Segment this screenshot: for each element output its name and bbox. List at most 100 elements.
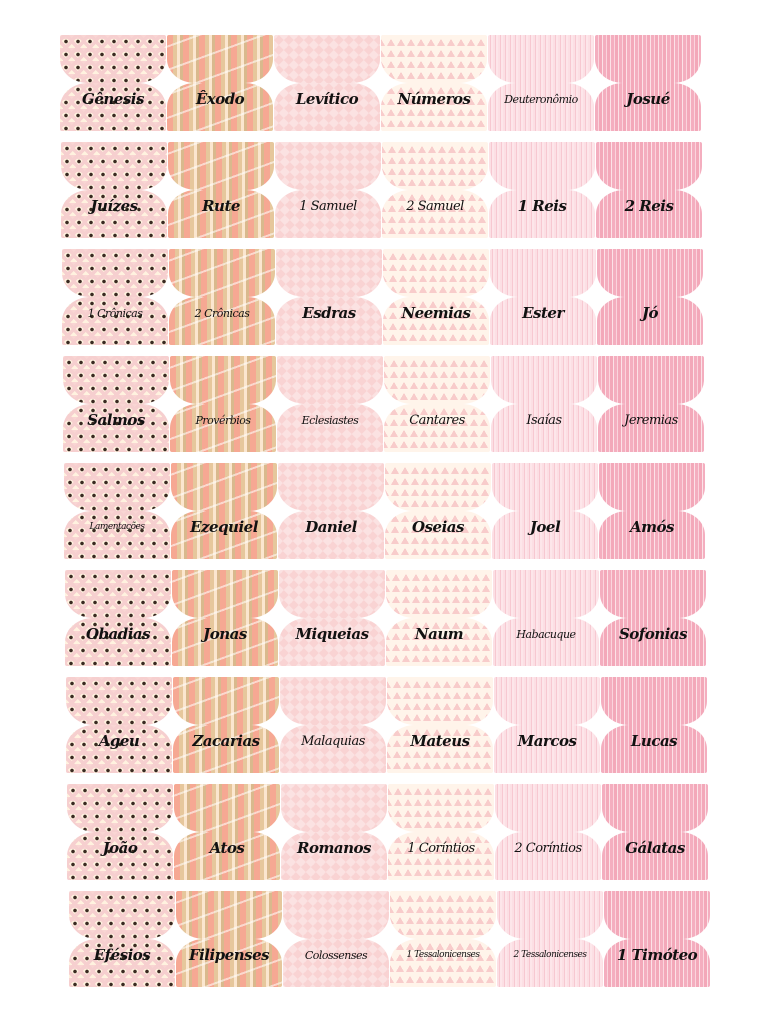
- book-tab: Esdras: [276, 249, 382, 345]
- tab-row: Obadias Jonas Miqueias Naum Habacuque So…: [65, 570, 706, 666]
- book-label: Esdras: [302, 304, 356, 322]
- book-label: 2 Reis: [624, 197, 674, 215]
- book-label: Naum: [414, 625, 464, 643]
- book-label: 2 Samuel: [406, 198, 464, 214]
- book-label: Filipenses: [188, 946, 270, 964]
- book-tab: Lucas: [601, 677, 707, 773]
- book-label: Atos: [209, 839, 245, 857]
- book-tab: Isaías: [491, 356, 597, 452]
- book-label: Provérbios: [195, 413, 251, 427]
- book-label: Josué: [626, 90, 670, 108]
- book-tab: 1 Coríntios: [388, 784, 494, 880]
- book-tab: 1 Crônicas: [62, 249, 168, 345]
- book-label: Miqueias: [295, 625, 369, 643]
- book-tab: Jonas: [172, 570, 278, 666]
- book-label: Joel: [529, 518, 561, 536]
- book-tab: Lamentações: [64, 463, 170, 559]
- book-label: Eclesiastes: [301, 413, 359, 427]
- book-tab: Levítico: [274, 35, 380, 131]
- book-tab: Êxodo: [167, 35, 273, 131]
- book-tab: Rute: [168, 142, 274, 238]
- book-label: 1 Reis: [517, 197, 567, 215]
- tab-row: Lamentações Ezequiel Daniel Oseias Joel …: [64, 463, 705, 559]
- book-tab: Ageu: [66, 677, 172, 773]
- book-tab: Oseias: [385, 463, 491, 559]
- book-label: Gálatas: [625, 839, 685, 857]
- book-tab: Salmos: [63, 356, 169, 452]
- book-tab: Miqueias: [279, 570, 385, 666]
- book-label: Oseias: [412, 518, 464, 536]
- book-tab: 1 Timóteo: [604, 891, 710, 987]
- book-label: Cantares: [409, 412, 465, 428]
- book-tab: Juízes: [61, 142, 167, 238]
- book-label: João: [102, 839, 138, 857]
- book-tab: Josué: [595, 35, 701, 131]
- book-label: Deuteronômio: [504, 92, 578, 106]
- book-tab: Amós: [599, 463, 705, 559]
- book-label: Romanos: [297, 839, 371, 857]
- book-tab: Joel: [492, 463, 598, 559]
- book-tab: Habacuque: [493, 570, 599, 666]
- book-label: Isaías: [526, 412, 562, 428]
- book-tab: 1 Samuel: [275, 142, 381, 238]
- book-label: Daniel: [305, 518, 357, 536]
- book-tab: Eclesiastes: [277, 356, 383, 452]
- book-label: Marcos: [517, 732, 577, 750]
- book-tab: 1 Tessalonicenses: [390, 891, 496, 987]
- book-tab: Romanos: [281, 784, 387, 880]
- book-tab: 2 Crônicas: [169, 249, 275, 345]
- book-label: Malaquias: [301, 733, 365, 749]
- book-tab: Zacarias: [173, 677, 279, 773]
- book-tab: Obadias: [65, 570, 171, 666]
- book-tab: Ester: [490, 249, 596, 345]
- book-label: Ageu: [98, 732, 140, 750]
- book-label: Juízes: [90, 197, 138, 215]
- tab-row: Efésios Filipenses Colossenses 1 Tessalo…: [69, 891, 710, 987]
- book-tab: Números: [381, 35, 487, 131]
- tab-row: Salmos Provérbios Eclesiastes Cantares I…: [63, 356, 704, 452]
- book-tab: João: [67, 784, 173, 880]
- book-tab: Filipenses: [176, 891, 282, 987]
- book-label: Colossenses: [304, 948, 368, 962]
- book-label: Obadias: [85, 625, 151, 643]
- book-tab: Neemias: [383, 249, 489, 345]
- book-label: Rute: [202, 197, 240, 215]
- book-tab: Gálatas: [602, 784, 708, 880]
- book-label: Lamentações: [89, 522, 145, 532]
- book-tab: Naum: [386, 570, 492, 666]
- book-tab: Provérbios: [170, 356, 276, 452]
- book-label: 1 Samuel: [299, 198, 357, 214]
- book-label: 2 Crônicas: [194, 306, 250, 320]
- book-label: Jó: [641, 304, 659, 322]
- tab-row: Ageu Zacarias Malaquias Mateus Marcos Lu…: [66, 677, 707, 773]
- book-label: 2 Tessalonicenses: [513, 950, 587, 960]
- book-tab: Marcos: [494, 677, 600, 773]
- tab-row: Juízes Rute 1 Samuel 2 Samuel 1 Reis 2 R…: [61, 142, 702, 238]
- book-tab: Mateus: [387, 677, 493, 773]
- book-label: Salmos: [87, 411, 145, 429]
- book-tab: Jó: [597, 249, 703, 345]
- book-tab: 2 Samuel: [382, 142, 488, 238]
- book-label: Amós: [630, 518, 674, 536]
- book-label: Levítico: [295, 90, 359, 108]
- book-tab: Atos: [174, 784, 280, 880]
- book-label: Mateus: [410, 732, 470, 750]
- book-tab: Colossenses: [283, 891, 389, 987]
- book-label: Jonas: [203, 625, 247, 643]
- book-label: Sofonias: [618, 625, 688, 643]
- book-tab: 2 Reis: [596, 142, 702, 238]
- book-label: Zacarias: [192, 732, 260, 750]
- book-label: 1 Crônicas: [87, 306, 143, 320]
- book-tab: 2 Tessalonicenses: [497, 891, 603, 987]
- book-tab: 2 Coríntios: [495, 784, 601, 880]
- book-tab: Malaquias: [280, 677, 386, 773]
- tab-row: Gênesis Êxodo Levítico Números Deuteronô…: [60, 35, 701, 131]
- book-label: Ester: [522, 304, 564, 322]
- book-label: 1 Timóteo: [616, 946, 698, 964]
- book-tab: Daniel: [278, 463, 384, 559]
- tab-row: João Atos Romanos 1 Coríntios 2 Coríntio…: [67, 784, 708, 880]
- book-label: 1 Tessalonicenses: [406, 950, 480, 960]
- book-label: Neemias: [401, 304, 471, 322]
- book-tab: Sofonias: [600, 570, 706, 666]
